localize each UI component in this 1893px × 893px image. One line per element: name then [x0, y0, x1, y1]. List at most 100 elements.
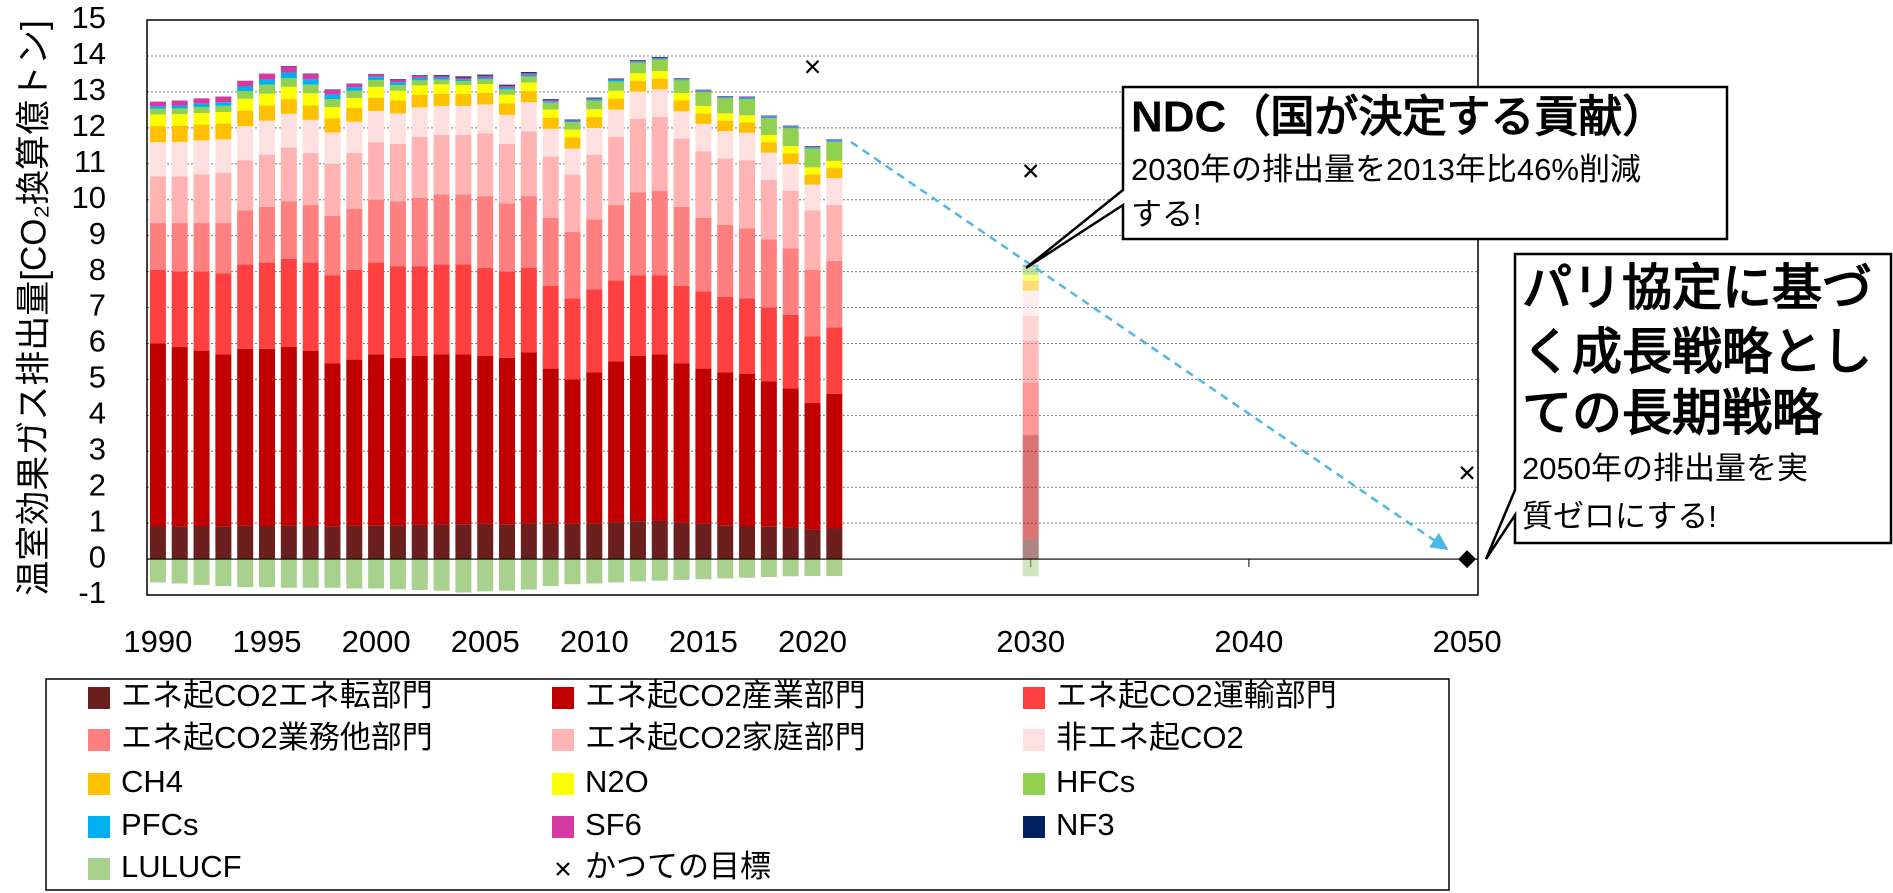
bar-segment [629, 91, 646, 119]
bar-segment [149, 126, 166, 143]
bar-segment [433, 79, 450, 85]
bar-segment [259, 348, 276, 526]
bar-segment [608, 80, 625, 82]
bar-segment [804, 146, 821, 148]
bar-segment [673, 285, 690, 364]
bar-segment [324, 363, 341, 527]
paris-text: 質ゼロにする! [1522, 499, 1717, 534]
bar-segment [389, 357, 406, 526]
bar-segment [433, 93, 450, 106]
bar-segment [586, 523, 603, 560]
bar-segment [608, 361, 625, 523]
bar-segment [564, 122, 581, 130]
bar-segment [455, 79, 472, 82]
bar-segment [564, 119, 581, 121]
bar-segment [455, 194, 472, 265]
bar-segment [651, 57, 668, 58]
bar-segment [804, 210, 821, 270]
bar-segment [302, 79, 319, 85]
bar-segment [542, 99, 559, 100]
bar-segment [193, 223, 210, 272]
bar-segment [586, 100, 603, 110]
ndc-text: する! [1131, 197, 1202, 232]
bar-segment [411, 136, 428, 198]
bar-segment [586, 98, 603, 100]
bar-segment [673, 111, 690, 139]
bar-segment [542, 156, 559, 218]
bar-segment [477, 104, 494, 134]
bar-segment [564, 559, 581, 585]
bar-segment [433, 84, 450, 94]
bar-segment [1022, 538, 1039, 560]
legend-swatch [1023, 816, 1045, 838]
y-tick-label: 10 [72, 180, 106, 215]
legend-label: エネ起CO2運輸部門 [1056, 678, 1337, 713]
bar-segment [215, 273, 232, 355]
bar-segment [149, 269, 166, 344]
bar-segment [324, 132, 341, 164]
bar-segment [477, 77, 494, 80]
legend-label: NF3 [1056, 807, 1115, 842]
y-tick-label: 11 [74, 144, 106, 179]
bar-segment [280, 147, 297, 202]
bar-segment [520, 523, 537, 560]
bar-segment [411, 266, 428, 357]
bar-segment [280, 86, 297, 100]
bar-segment [586, 127, 603, 155]
bar-segment [259, 526, 276, 560]
legend-label: SF6 [585, 807, 642, 842]
bar-segment [673, 79, 690, 81]
bar-segment [651, 89, 668, 118]
cross-stroke [1023, 164, 1038, 178]
bar-segment [477, 196, 494, 268]
bar-segment [171, 108, 188, 115]
bar-segment [608, 136, 625, 206]
bar-segment [455, 94, 472, 106]
bar-segment [826, 160, 843, 169]
bar-segment [259, 79, 276, 85]
bar-segment [760, 239, 777, 308]
x-tick-label: 2050 [1433, 624, 1502, 659]
bar-segment [433, 524, 450, 560]
bar-segment [477, 83, 494, 93]
bar-segment [389, 143, 406, 202]
bar-segment [542, 368, 559, 524]
bar-segment [695, 523, 712, 560]
bar-segment [389, 266, 406, 358]
bar-segment [324, 526, 341, 560]
paris-callout [1484, 252, 1893, 560]
bar-segment [346, 121, 363, 153]
bar-segment [171, 176, 188, 224]
bar-segment [368, 559, 385, 589]
bar-segment [324, 215, 341, 276]
bar-segment [739, 228, 756, 299]
bar-segment [1022, 340, 1039, 383]
bar-segment [629, 356, 646, 522]
bar-segment [499, 143, 516, 204]
bar-segment [673, 92, 690, 101]
bar-segment [280, 347, 297, 526]
cross-stroke [556, 862, 570, 876]
bar-segment [477, 133, 494, 197]
bar-segment [499, 103, 516, 115]
legend-label: HFCs [1056, 764, 1135, 799]
bar-segment [673, 78, 690, 80]
bar-segment [259, 262, 276, 349]
bar-segment [149, 142, 166, 177]
bar-segment [324, 99, 341, 107]
legend-swatch [552, 773, 574, 795]
bar-segment [782, 559, 799, 577]
bar-segment [739, 298, 756, 374]
bar-segment [804, 167, 821, 175]
bar-segment [739, 373, 756, 526]
legend-label: N2O [585, 764, 649, 799]
bar-segment [368, 142, 385, 200]
bar-segment [629, 118, 646, 193]
bar-segment [695, 368, 712, 524]
bar-segment [1022, 280, 1039, 291]
bar-segment [477, 79, 494, 84]
bar-segment [411, 107, 428, 137]
legend-swatch [1023, 773, 1045, 795]
bar-segment [171, 559, 188, 584]
paris-title: ての長期戦略 [1522, 385, 1823, 441]
